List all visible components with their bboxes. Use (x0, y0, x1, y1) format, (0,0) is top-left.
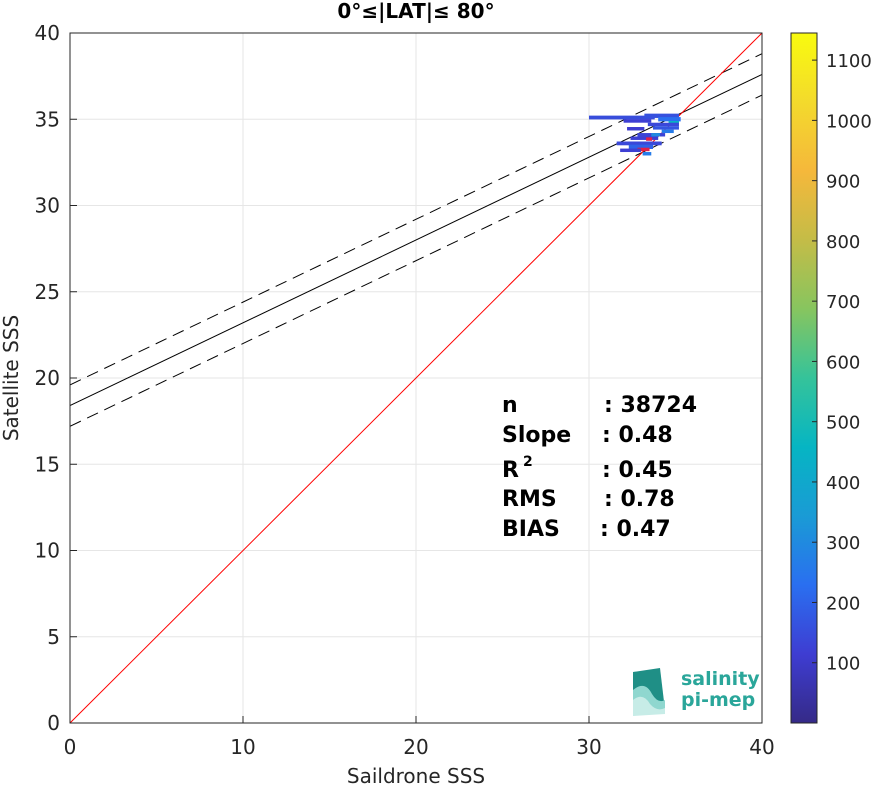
x-tick-label: 10 (230, 735, 255, 759)
x-tick-label: 30 (576, 735, 601, 759)
lower-bound-line (70, 94, 762, 427)
y-tick-label: 25 (35, 280, 60, 304)
y-axis-label: Satellite SSS (0, 315, 23, 441)
density-cell (620, 148, 641, 153)
stat-label: RMS (502, 487, 557, 512)
logo-line1: salinity (681, 668, 760, 690)
density-cell (637, 147, 650, 152)
density-cell (630, 136, 659, 140)
upper-bound-line (70, 53, 762, 386)
x-tick-label: 0 (64, 735, 77, 759)
regression-line (70, 73, 762, 407)
density-cell (616, 141, 662, 146)
stat-label: n (502, 393, 518, 418)
stats-box: n : 38724 Slope : 0.48 R 2 : 0.45 RMS : 0.78 BIAS… (502, 393, 697, 542)
x-tick-label: 20 (403, 735, 428, 759)
density-cell (658, 117, 681, 122)
density-cell (623, 119, 652, 123)
x-axis-label: Saildrone SSS (347, 764, 485, 786)
colorbar-tick-label: 1000 (826, 111, 872, 132)
density-cell (646, 137, 653, 141)
density-cell (653, 126, 679, 130)
density-cells (589, 113, 681, 156)
y-tick-label: 20 (35, 366, 60, 390)
colorbar-tick-label: 600 (826, 352, 860, 373)
density-cell (589, 115, 655, 120)
colorbar-tick-label: 800 (826, 232, 860, 253)
density-cell (644, 113, 679, 118)
colorbar-tick-label: 300 (826, 533, 860, 554)
stat-value: : 0.48 (602, 423, 673, 448)
stat-superscript: 2 (523, 454, 533, 470)
y-axis-ticks: 0 5 10 15 20 25 30 35 40 (35, 21, 77, 735)
y-tick-label: 0 (47, 711, 60, 735)
colorbar-tick-label: 900 (826, 172, 860, 193)
colorbar-tick-label: 500 (826, 413, 860, 434)
chart-title: 0°≤|LAT|≤ 80° (337, 0, 494, 23)
density-cell (661, 129, 674, 134)
stat-label: Slope (502, 423, 571, 448)
stat-value: : 0.78 (604, 487, 675, 512)
y-tick-label: 35 (35, 107, 60, 131)
colorbar-tick-label: 100 (826, 654, 860, 675)
density-cell (647, 122, 679, 127)
logo-line2: pi-mep (681, 689, 755, 711)
stat-value: : 0.45 (602, 458, 673, 483)
stat-value: : 38724 (604, 393, 697, 418)
salinity-pi-mep-logo: salinity pi-mep (633, 668, 760, 716)
colorbar-ticks: 100 200 300 400 500 600 700 800 900 1000 1100 (812, 51, 872, 675)
colorbar-tick-label: 1100 (826, 51, 872, 72)
y-tick-label: 5 (47, 625, 60, 649)
density-cell (651, 133, 660, 137)
x-tick-label: 40 (749, 735, 774, 759)
colorbar (790, 32, 818, 724)
y-tick-label: 15 (35, 452, 60, 476)
logo-mark-wave2 (633, 696, 665, 716)
stat-label: BIAS (502, 517, 560, 542)
y-tick-label: 10 (35, 539, 60, 563)
y-tick-label: 30 (35, 194, 60, 218)
density-cell (628, 144, 654, 150)
density-cell (642, 152, 652, 156)
colorbar-tick-label: 200 (826, 593, 860, 614)
x-axis-ticks: 0 10 20 30 40 (64, 716, 775, 759)
y-tick-label: 40 (35, 21, 60, 45)
colorbar-tick-label: 400 (826, 473, 860, 494)
stat-value: : 0.47 (600, 517, 671, 542)
colorbar-tick-label: 700 (826, 292, 860, 313)
stat-label: R (502, 458, 519, 483)
density-cell (627, 127, 645, 131)
